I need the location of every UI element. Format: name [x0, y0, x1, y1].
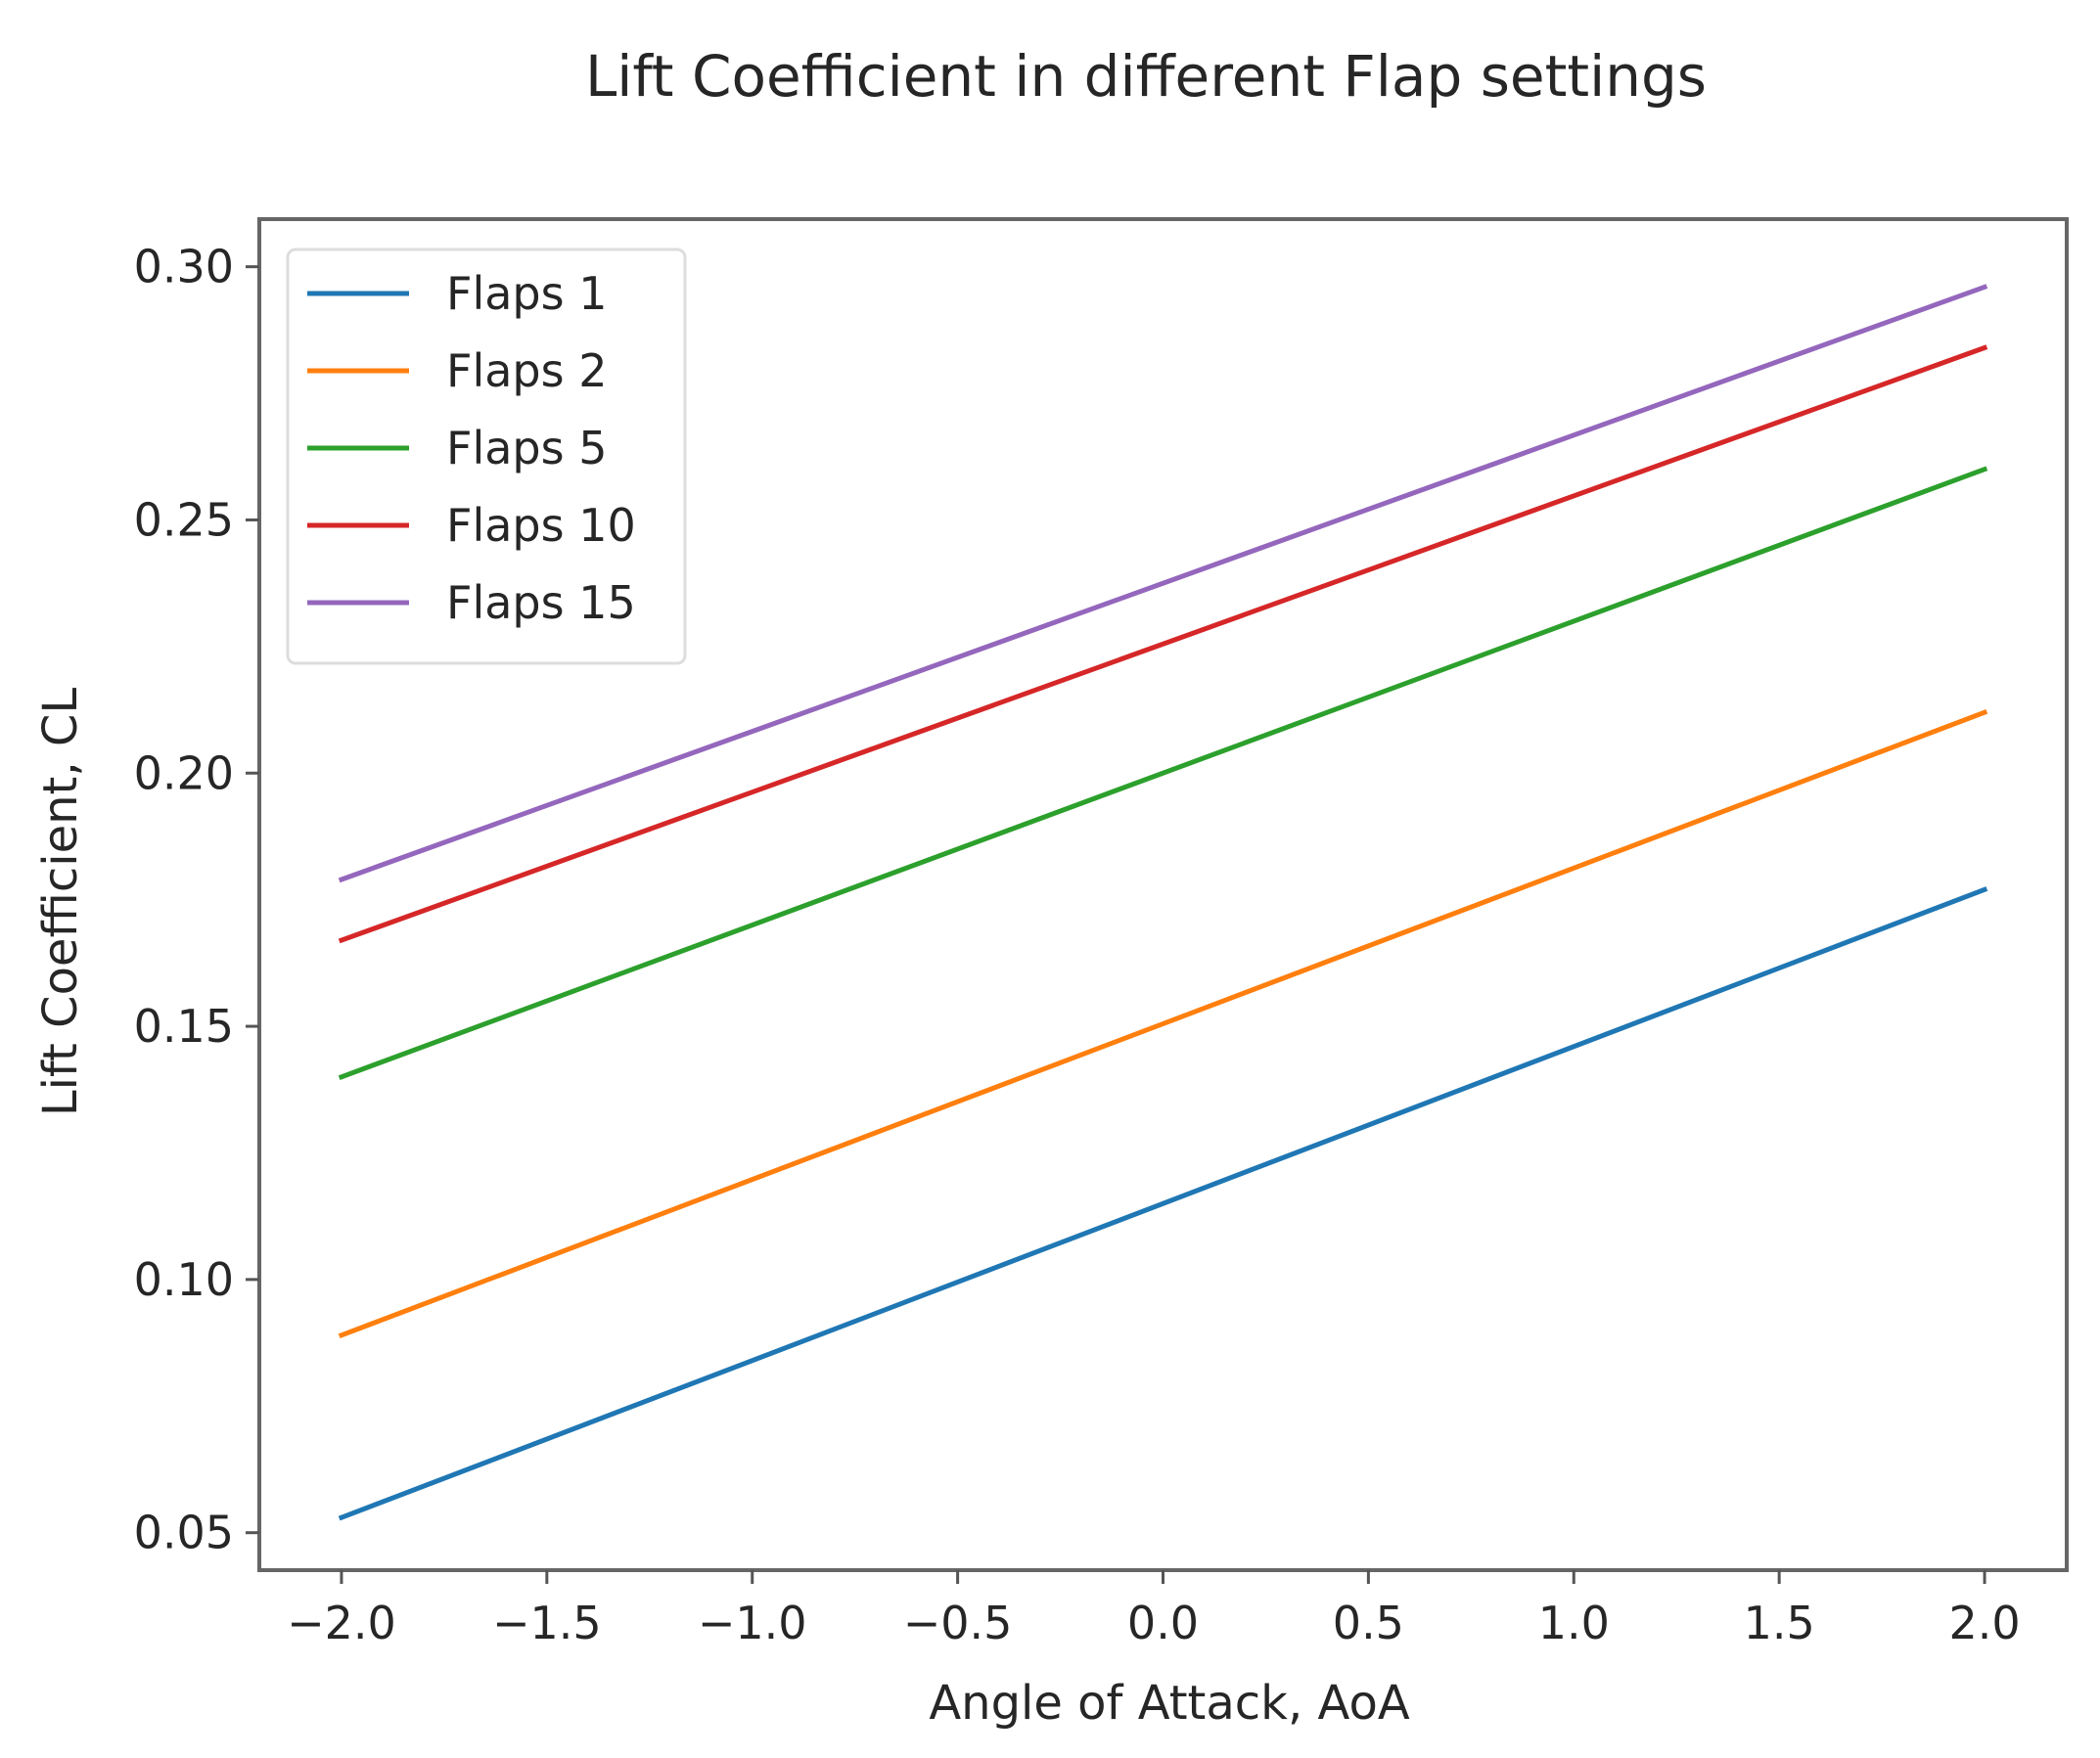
legend-item: Flaps 5 [307, 422, 607, 474]
legend: Flaps 1 Flaps 2 Flaps 5 Flaps 10 Flaps 15 [286, 248, 687, 665]
legend-item: Flaps 15 [307, 576, 636, 629]
series-line-flaps-10 [338, 344, 1988, 944]
y-tick-label: 0.05 [134, 1507, 234, 1559]
series-line-flaps-1 [338, 886, 1988, 1521]
legend-box [286, 248, 687, 665]
y-axis-ticks: 0.05 0.10 0.15 0.20 0.25 0.30 [134, 241, 259, 1559]
x-tick-label: −0.5 [903, 1597, 1013, 1649]
legend-label: Flaps 15 [446, 576, 636, 629]
series-line-flaps-2 [338, 708, 1988, 1339]
x-axis-ticks: −2.0 −1.5 −1.0 −0.5 0.0 0.5 1.0 1.5 2.0 [287, 1570, 2021, 1649]
y-tick-label: 0.15 [134, 1000, 234, 1053]
x-tick-label: 0.0 [1127, 1597, 1199, 1649]
x-tick-label: 1.5 [1744, 1597, 1815, 1649]
x-tick-label: 1.0 [1538, 1597, 1610, 1649]
series-layer [338, 284, 1988, 1521]
series-line-flaps-15 [338, 284, 1988, 883]
x-tick-label: −1.5 [492, 1597, 602, 1649]
x-tick-label: 0.5 [1333, 1597, 1404, 1649]
legend-label: Flaps 10 [446, 499, 636, 552]
y-tick-label: 0.25 [134, 493, 234, 546]
legend-item: Flaps 1 [307, 267, 607, 320]
legend-label: Flaps 5 [446, 422, 607, 474]
x-tick-label: 2.0 [1948, 1597, 2020, 1649]
series-line-flaps-5 [338, 466, 1988, 1081]
y-tick-label: 0.10 [134, 1253, 234, 1306]
y-axis-label: Lift Coefficient, CL [33, 688, 88, 1117]
x-tick-label: −1.0 [698, 1597, 807, 1649]
chart-title: Lift Coefficient in different Flap setti… [585, 43, 1707, 110]
legend-item: Flaps 2 [307, 344, 607, 397]
legend-item: Flaps 10 [307, 499, 636, 552]
legend-label: Flaps 1 [446, 267, 607, 320]
legend-label: Flaps 2 [446, 344, 607, 397]
y-tick-label: 0.20 [134, 746, 234, 799]
y-tick-label: 0.30 [134, 241, 234, 293]
x-tick-label: −2.0 [287, 1597, 396, 1649]
x-axis-label: Angle of Attack, AoA [929, 1676, 1409, 1731]
